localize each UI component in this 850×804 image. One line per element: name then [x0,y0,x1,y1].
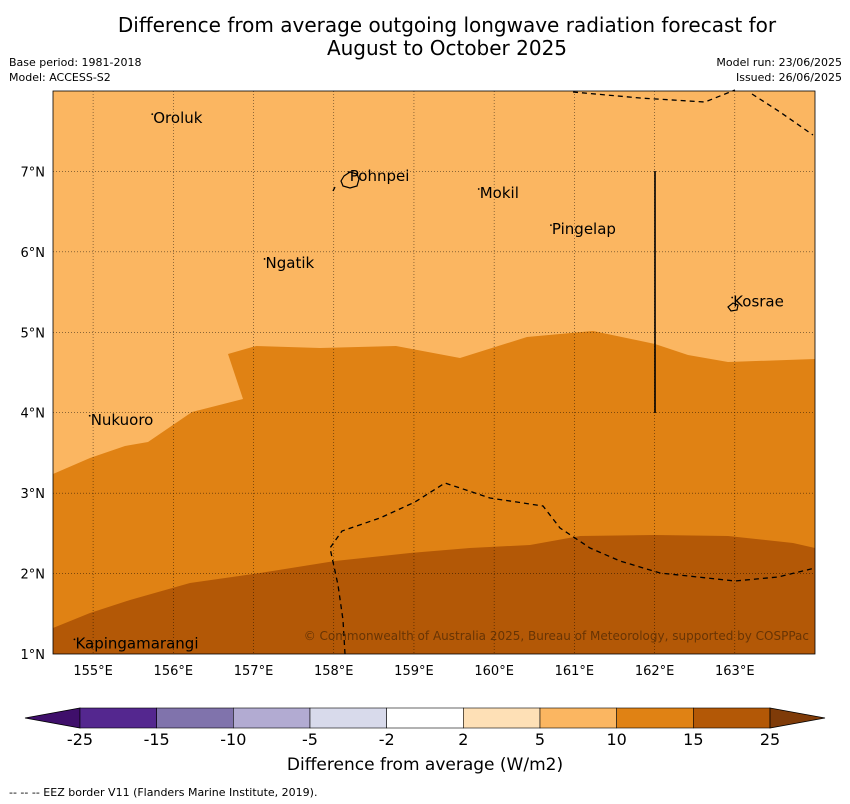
lon-tick-label: 161°E [555,664,595,679]
lat-tick-label: 1°N [21,648,46,663]
map-area [53,91,815,654]
colorbar-tick-label: 10 [606,730,626,749]
kosrae-island-shape [727,302,739,312]
colorbar-segment [539,707,617,729]
place-name: Oroluk [153,109,202,127]
lat-tick-label: 7°N [21,165,46,180]
lon-tick-label: 162°E [635,664,675,679]
pohnpei-island-shape [340,171,360,189]
lon-tick-label: 159°E [394,664,434,679]
place-name: Mokil [480,184,519,202]
meta-left: Base period: 1981-2018 Model: ACCESS-S2 [9,55,141,85]
lon-tick-label: 157°E [234,664,274,679]
place-marker [477,188,480,190]
model-run: Model run: 23/06/2025 [716,56,842,69]
place-name: Nukuoro [91,411,154,429]
place-marker [550,224,552,227]
place-labels: Oroluk Pohnpei Mokil Pingelap Ngatik Kosrae Nu… [73,109,784,652]
lon-tick-label: 158°E [314,664,354,679]
graticule [53,91,815,654]
place-kosrae: Kosrae [731,293,784,311]
place-marker [151,113,154,116]
issued-date: Issued: 26/06/2025 [735,71,842,84]
colorbar-tick-label: -2 [379,730,395,749]
colorbar-segment [233,707,311,729]
place-pohnpei: Pohnpei [347,167,410,185]
title-line-1: Difference from average outgoing longwav… [117,13,777,37]
colorbar-tick-label: 15 [683,730,703,749]
place-marker [73,638,76,641]
lat-tick-label: 4°N [21,407,46,422]
lon-tick-label: 163°E [715,664,755,679]
lat-tick-label: 3°N [21,487,46,502]
colorbar-tick-label: -25 [67,730,93,749]
place-oroluk: Oroluk [151,109,203,127]
place-name: Kosrae [733,293,784,311]
colorbar-segment [463,707,541,729]
place-kapingamarangi: Kapingamarangi [73,634,199,652]
colorbar-segment [693,707,771,729]
lat-tick-label: 6°N [21,246,46,261]
lon-tick-label: 156°E [154,664,194,679]
colorbar: -25 -15 -10 -5 -2 2 5 10 15 25 [24,707,826,749]
colorbar-tick-label: -5 [302,730,318,749]
map-frame [52,90,816,655]
footer-note: -- -- -- EEZ border V11 (Flanders Marine… [9,786,318,799]
place-ngatik: Ngatik [263,254,315,272]
place-marker [347,171,350,173]
lat-tick-label: 2°N [21,568,46,583]
title-line-2: August to October 2025 [326,36,568,60]
place-name: Pohnpei [350,167,410,185]
region-15-to-25 [53,535,815,654]
colorbar-tick-label: 2 [458,730,468,749]
eez-border-north [572,89,736,103]
colorbar-segment [386,707,464,729]
colorbar-segment [79,707,157,729]
colorbar-segment [309,707,387,729]
colorbar-tick-label: 25 [760,730,780,749]
copyright-text: © Commonwealth of Australia 2025, Bureau… [304,629,809,643]
place-marker [263,258,266,260]
island-outlines [340,171,739,312]
base-period: Base period: 1981-2018 [9,56,142,69]
longitude-labels: 155°E 156°E 157°E 158°E 159°E 160°E 161°E 162°E… [73,664,754,679]
eez-border-northeast [751,93,814,136]
place-name: Ngatik [266,254,315,272]
colorbar-extend-right [769,707,826,729]
place-marker [731,296,734,299]
meta-right: Model run: 23/06/2025 Issued: 26/06/2025 [716,55,842,85]
eez-border-pohnpei [332,186,336,192]
place-name: Kapingamarangi [75,634,198,652]
place-name: Pingelap [552,220,616,238]
colorbar-title: Difference from average (W/m2) [286,755,564,775]
colorbar-extend-left [24,707,81,729]
eez-border [329,89,816,655]
lon-tick-label: 160°E [474,664,514,679]
place-mokil: Mokil [477,184,519,202]
lat-tick-label: 5°N [21,326,46,341]
colorbar-tick-label: -10 [220,730,246,749]
latitude-labels: 1°N 2°N 3°N 4°N 5°N 6°N 7°N [21,165,46,663]
place-nukuoro: Nukuoro [88,411,154,429]
place-marker [88,414,91,417]
colorbar-tick-label: 5 [535,730,545,749]
colorbar-segment [616,707,694,729]
eez-border-south [329,482,816,655]
model-name: Model: ACCESS-S2 [9,71,111,84]
colorbar-tick-label: -15 [144,730,170,749]
place-pingelap: Pingelap [550,220,616,238]
map-title: Difference from average outgoing longwav… [0,14,850,60]
colorbar-segment [156,707,234,729]
lon-tick-label: 155°E [73,664,113,679]
